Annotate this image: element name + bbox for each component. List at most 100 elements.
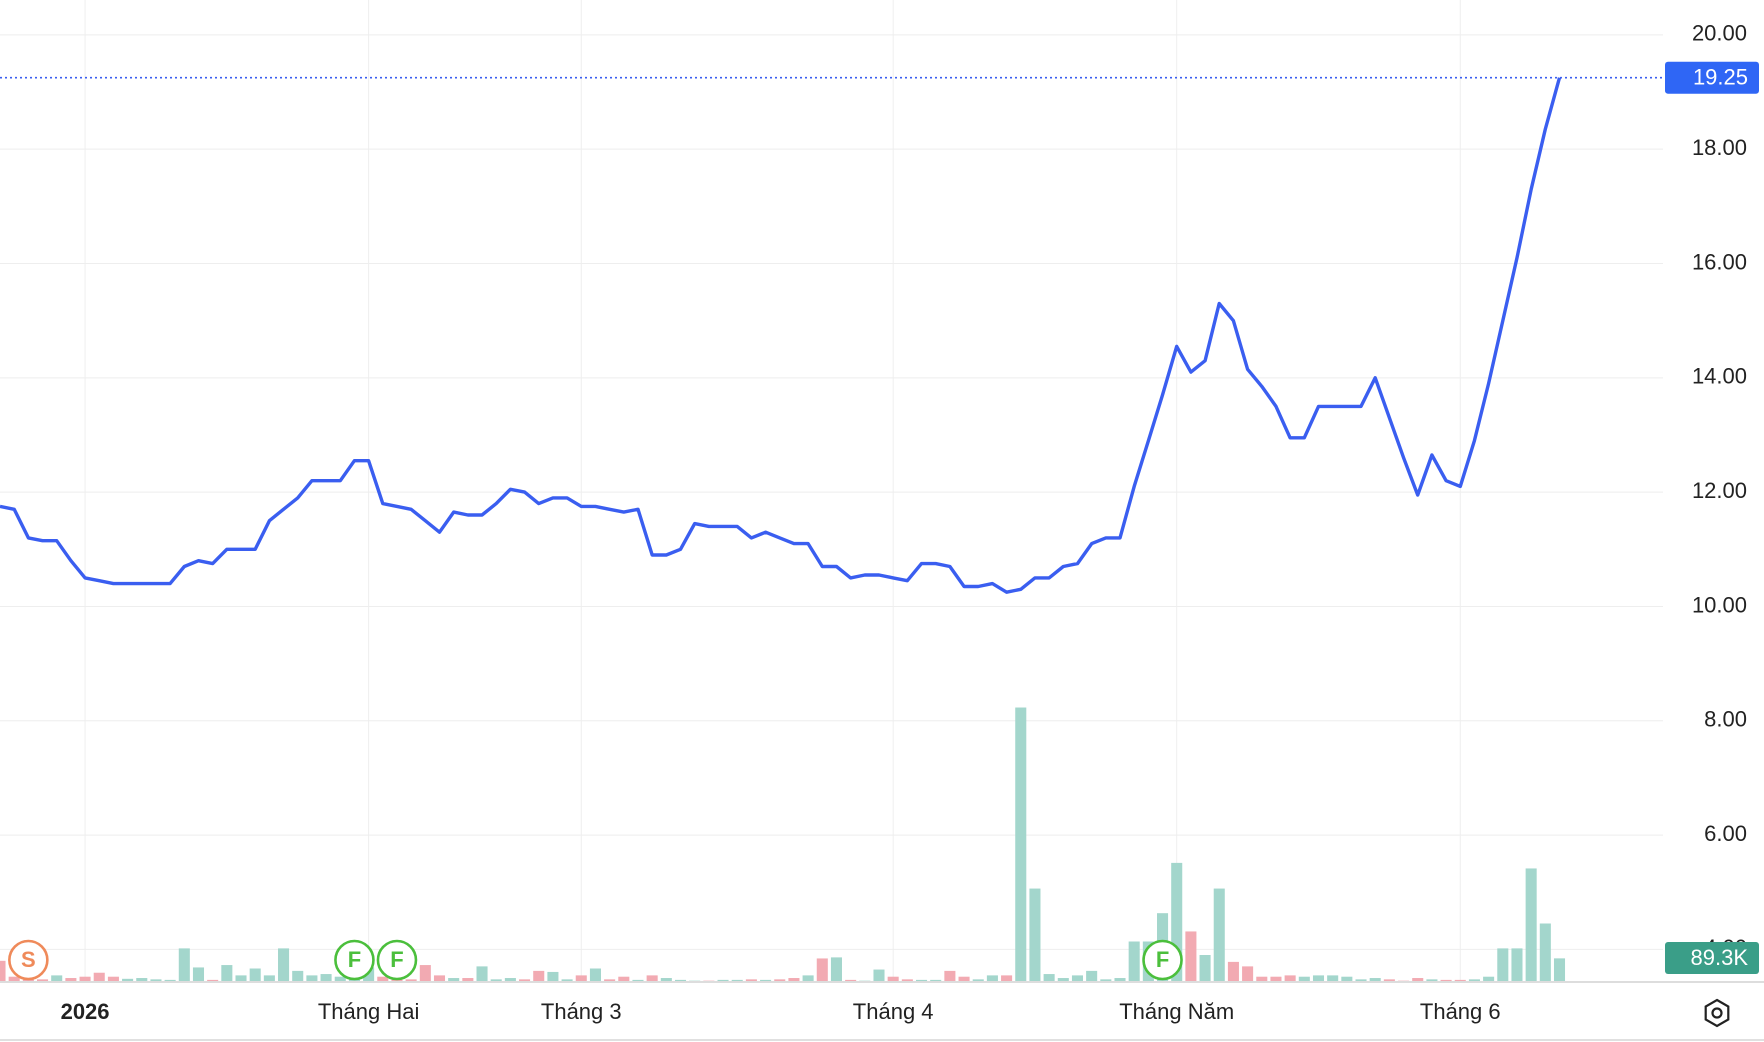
volume-bar — [79, 976, 91, 982]
volume-bar — [51, 975, 63, 982]
volume-bar — [632, 979, 644, 982]
volume-bar — [1114, 978, 1126, 982]
x-tick-label: Tháng 4 — [853, 999, 934, 1024]
x-tick-label: 2026 — [61, 999, 110, 1024]
volume-bar — [1426, 979, 1438, 982]
volume-bar — [1057, 978, 1069, 982]
y-tick-label: 6.00 — [1704, 821, 1747, 846]
volume-bar — [1015, 707, 1027, 982]
volume-bar — [717, 979, 729, 982]
volume-bar — [802, 975, 814, 982]
volume-bar — [1525, 868, 1537, 982]
volume-bar — [1128, 941, 1140, 982]
volume-bar — [292, 970, 304, 982]
volume-bar — [930, 979, 942, 982]
volume-bar — [519, 979, 531, 982]
volume-bar — [1539, 923, 1551, 982]
volume-bar — [405, 979, 417, 982]
volume-bar — [986, 975, 998, 982]
volume-bar — [1383, 979, 1395, 982]
last-volume-label: 89.3K — [1691, 945, 1749, 970]
volume-bar — [192, 967, 205, 982]
volume-bar — [1341, 976, 1353, 982]
volume-bar — [830, 957, 842, 982]
volume-bar — [235, 975, 247, 982]
volume-bar — [1312, 975, 1325, 982]
volume-bar — [1100, 979, 1112, 982]
volume-bar — [533, 970, 545, 982]
volume-bar — [774, 979, 786, 982]
volume-bars — [0, 707, 1566, 982]
y-tick-label: 10.00 — [1692, 592, 1747, 617]
volume-bar — [178, 948, 190, 982]
volume-bar — [249, 968, 261, 982]
event-label: S — [21, 947, 36, 972]
event-marker — [1142, 939, 1183, 981]
x-tick-label: Tháng 6 — [1420, 999, 1501, 1024]
volume-bar — [575, 975, 587, 982]
volume-bar — [1298, 976, 1310, 982]
volume-bar — [419, 965, 431, 982]
x-tick-label: Tháng Năm — [1119, 999, 1234, 1024]
volume-bar — [646, 975, 658, 982]
overlays: S F F F 19.25 89.3K — [0, 61, 1759, 981]
grid: 4.006.008.0010.0012.0014.0016.0018.0020.… — [0, 0, 1747, 1024]
volume-bar — [1227, 961, 1239, 982]
volume-bar — [8, 976, 20, 982]
y-tick-label: 20.00 — [1692, 21, 1747, 46]
volume-bar — [93, 972, 105, 982]
volume-bar — [334, 976, 346, 982]
volume-bar — [363, 967, 375, 982]
volume-bar — [306, 975, 318, 982]
volume-bar — [0, 960, 6, 982]
y-tick-label: 8.00 — [1704, 707, 1747, 732]
volume-bar — [660, 978, 672, 982]
event-marker — [334, 939, 375, 981]
settings-icon[interactable] — [1704, 998, 1730, 1028]
volume-bar — [1454, 979, 1466, 982]
volume-bar — [1001, 975, 1013, 982]
volume-bar — [377, 976, 389, 982]
y-tick-label: 14.00 — [1692, 364, 1747, 389]
volume-bar — [278, 948, 290, 982]
volume-bar — [1511, 948, 1523, 982]
volume-bar — [618, 976, 630, 982]
volume-bar — [1256, 976, 1268, 982]
volume-bar — [1468, 979, 1480, 982]
volume-bar — [221, 965, 233, 982]
volume-bar — [1199, 955, 1211, 982]
settings-hexagon — [1704, 998, 1730, 1028]
volume-bar — [433, 975, 446, 982]
volume-bar — [674, 979, 687, 982]
volume-bar — [760, 979, 772, 982]
volume-bar — [604, 979, 616, 982]
volume-bar — [65, 978, 77, 982]
volume-bar — [150, 979, 162, 982]
volume-bar — [1029, 888, 1041, 982]
volume-bar — [788, 978, 800, 982]
volume-bar — [1171, 862, 1183, 982]
volume-bar — [107, 976, 119, 982]
volume-bar — [589, 968, 601, 982]
x-tick-label: Tháng Hai — [318, 999, 420, 1024]
y-tick-label: 18.00 — [1692, 135, 1747, 160]
volume-bar — [1369, 978, 1381, 982]
volume-bar — [745, 979, 757, 982]
volume-bar — [37, 979, 49, 982]
settings-dot — [1711, 1007, 1723, 1019]
volume-bar — [1440, 979, 1452, 982]
y-tick-label: 12.00 — [1692, 478, 1747, 503]
volume-bar — [1071, 975, 1084, 982]
volume-bar — [731, 979, 743, 982]
volume-bar — [1213, 888, 1225, 982]
volume-bar — [1270, 976, 1282, 982]
last-price-badge — [1665, 61, 1759, 94]
volume-bar — [263, 975, 275, 982]
price-line — [0, 77, 1562, 594]
volume-bar — [561, 979, 573, 982]
last-volume-badge — [1665, 942, 1759, 974]
volume-bar — [1043, 974, 1055, 982]
volume-bar — [873, 969, 885, 982]
volume-bar — [887, 976, 899, 982]
